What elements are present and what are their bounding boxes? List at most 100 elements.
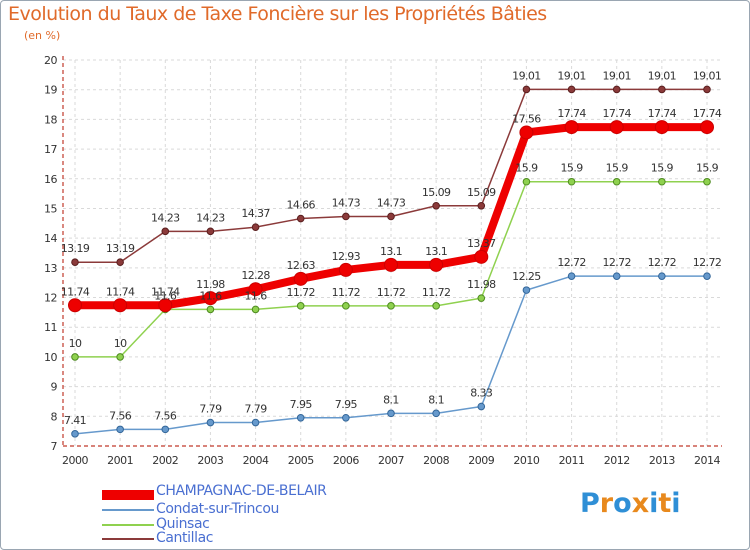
data-point-quinsac — [296, 302, 305, 310]
data-point-champagnac — [429, 257, 444, 272]
data-point-quinsac — [567, 177, 576, 186]
legend-swatch-champagnac — [102, 490, 154, 500]
data-point-quinsac — [116, 353, 124, 361]
data-point-condat — [522, 286, 531, 294]
data-label-cantillac: 19.01 — [557, 69, 586, 82]
data-label-cantillac: 14.73 — [377, 196, 406, 209]
logo-letter: i — [671, 488, 681, 519]
data-label-quinsac: 11.72 — [377, 286, 406, 299]
data-point-quinsac — [522, 177, 531, 186]
data-point-quinsac — [71, 353, 79, 361]
legend-label-cantillac: Cantillac — [156, 530, 214, 546]
data-point-condat — [567, 272, 576, 280]
legend-label-champagnac: CHAMPAGNAC-DE-BELAIR — [156, 483, 327, 499]
x-tick-label: 2009 — [468, 454, 494, 467]
data-point-condat — [206, 418, 215, 427]
data-label-champagnac: 17.56 — [512, 112, 541, 125]
data-point-quinsac — [342, 302, 350, 310]
data-point-champagnac — [338, 262, 353, 277]
data-label-quinsac: 10 — [114, 337, 127, 350]
data-point-cantillac — [71, 258, 79, 267]
data-label-cantillac: 19.01 — [693, 69, 722, 82]
data-point-cantillac — [296, 214, 305, 223]
data-label-condat: 8.33 — [470, 387, 493, 400]
data-point-champagnac — [609, 120, 624, 135]
data-point-champagnac — [519, 125, 534, 140]
data-label-condat: 12.25 — [512, 270, 541, 283]
data-label-quinsac: 10 — [69, 337, 82, 350]
logo-letter: r — [599, 488, 614, 519]
data-point-cantillac — [161, 227, 170, 236]
y-tick-label: 13 — [44, 262, 57, 275]
logo-letter: P — [580, 488, 600, 519]
data-label-quinsac: 15.9 — [606, 162, 629, 175]
data-point-cantillac — [658, 85, 666, 94]
proxiti-logo: Proxiti — [580, 488, 681, 519]
data-label-condat: 7.79 — [199, 403, 222, 416]
data-point-champagnac — [68, 298, 82, 313]
data-label-condat: 8.1 — [428, 393, 444, 406]
data-label-champagnac: 17.74 — [557, 107, 586, 120]
data-point-cantillac — [432, 201, 440, 210]
data-label-quinsac: 15.9 — [515, 162, 538, 175]
y-tick-label: 16 — [44, 173, 57, 186]
data-point-champagnac — [654, 120, 669, 135]
y-tick-label: 17 — [44, 143, 57, 156]
data-point-quinsac — [387, 302, 395, 310]
data-point-champagnac — [248, 282, 263, 297]
data-label-quinsac: 11.98 — [467, 278, 496, 291]
data-point-condat — [251, 418, 260, 427]
data-point-condat — [477, 402, 486, 411]
data-point-cantillac — [477, 201, 486, 210]
data-point-cantillac — [387, 212, 395, 221]
data-label-condat: 8.1 — [383, 393, 399, 406]
data-label-cantillac: 14.23 — [151, 211, 180, 224]
data-label-quinsac: 15.9 — [696, 162, 719, 175]
x-tick-label: 2014 — [694, 454, 720, 467]
data-label-condat: 12.72 — [648, 256, 677, 269]
x-tick-label: 2007 — [378, 454, 404, 467]
x-tick-label: 2012 — [604, 454, 630, 467]
data-point-quinsac — [432, 302, 440, 310]
data-point-cantillac — [342, 212, 350, 221]
x-tick-label: 2000 — [62, 454, 88, 467]
data-label-quinsac: 11.6 — [199, 289, 222, 302]
x-tick-label: 2003 — [197, 454, 223, 467]
logo-letter: t — [658, 488, 672, 519]
data-label-champagnac: 12.63 — [286, 259, 315, 272]
data-label-quinsac: 11.72 — [286, 286, 315, 299]
data-point-condat — [612, 272, 621, 280]
logo-letter: x — [631, 488, 650, 519]
y-tick-label: 9 — [51, 381, 58, 394]
x-tick-label: 2005 — [288, 454, 314, 467]
data-point-cantillac — [522, 85, 531, 94]
data-label-champagnac: 11.98 — [196, 278, 225, 291]
y-tick-label: 8 — [51, 410, 58, 423]
data-point-condat — [342, 413, 350, 422]
chart-title: Evolution du Taux de Taxe Foncière sur l… — [8, 3, 547, 25]
y-tick-label: 14 — [44, 232, 57, 245]
data-point-condat — [116, 425, 124, 434]
data-point-champagnac — [564, 120, 579, 135]
data-label-cantillac: 13.19 — [106, 242, 135, 255]
data-label-condat: 7.79 — [245, 403, 268, 416]
data-point-champagnac — [113, 298, 128, 313]
unit-label: (en %) — [24, 29, 61, 42]
data-point-cantillac — [567, 85, 576, 94]
x-tick-label: 2001 — [107, 454, 133, 467]
data-label-cantillac: 14.23 — [196, 211, 225, 224]
data-point-champagnac — [203, 291, 218, 306]
data-point-quinsac — [251, 305, 260, 314]
logo-letter: o — [613, 488, 632, 519]
legend-swatch-cantillac — [102, 538, 154, 540]
data-label-cantillac: 13.19 — [61, 242, 90, 255]
legend-label-condat: Condat-sur-Trincou — [156, 501, 279, 517]
data-label-quinsac: 15.9 — [561, 162, 584, 175]
y-tick-label: 11 — [44, 321, 57, 334]
data-label-champagnac: 12.28 — [241, 269, 270, 282]
y-tick-label: 12 — [44, 292, 57, 305]
legend-swatch-condat — [102, 509, 154, 511]
legend-label-quinsac: Quinsac — [156, 516, 210, 532]
